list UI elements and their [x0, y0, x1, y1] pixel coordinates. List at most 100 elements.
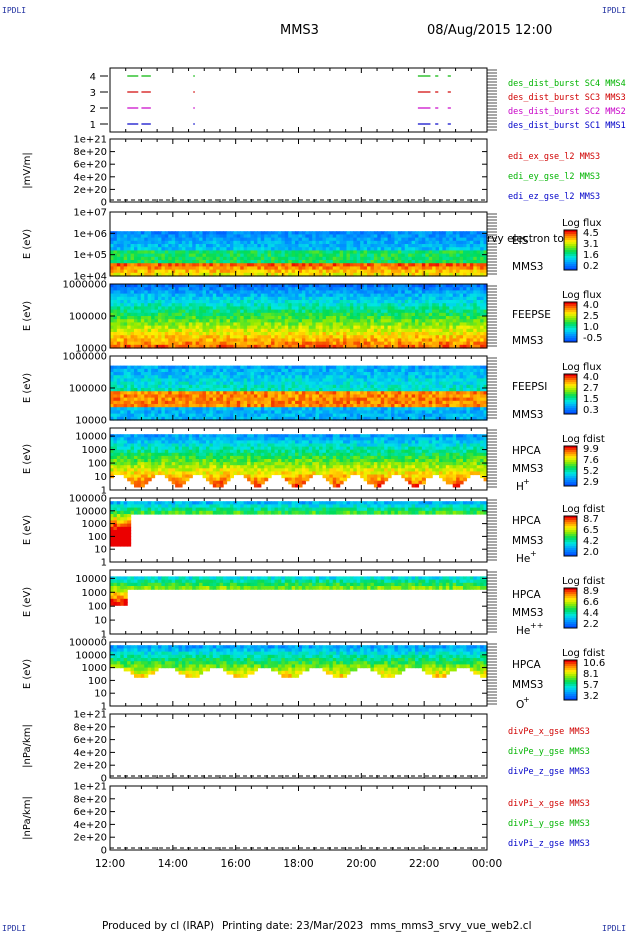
spectrogram-cell: [116, 266, 121, 271]
spectrogram-cell: [247, 260, 252, 264]
spectrogram-cell: [144, 247, 149, 251]
spectrogram-cell: [181, 338, 186, 343]
spectrogram-cell: [298, 306, 303, 311]
spectrogram-cell: [332, 272, 337, 277]
spectrogram-cell: [130, 410, 135, 415]
spectrogram-cell: [192, 244, 197, 248]
spectrogram-cell: [439, 231, 444, 235]
spectrogram-cell: [110, 332, 115, 336]
spectrogram-cell: [425, 338, 430, 343]
spectrogram-cell: [394, 344, 399, 349]
spectrogram-cell: [415, 344, 420, 349]
spectrogram-cell: [223, 300, 228, 304]
spectrogram-cell: [305, 237, 310, 242]
spectrogram-cell: [195, 266, 200, 271]
spectrogram-cell: [133, 344, 139, 349]
spectrogram-cell: [277, 316, 282, 320]
spectrogram-cell: [301, 263, 306, 267]
spectrogram-cell: [144, 335, 149, 339]
spectrogram-cell: [236, 368, 241, 373]
spectrogram-cell: [295, 338, 300, 343]
spectrogram-cell: [250, 322, 255, 327]
spectrogram-cell: [319, 287, 324, 291]
spectrogram-cell: [277, 244, 282, 248]
spectrogram-cell: [223, 368, 228, 373]
y-tick-label: 1e+21: [73, 710, 107, 721]
spectrogram-cell: [205, 312, 210, 317]
spectrogram-cell: [164, 332, 169, 336]
spectrogram-cell: [151, 237, 156, 242]
spectrogram-cell: [137, 391, 142, 395]
spectrogram-cell: [236, 381, 241, 386]
spectrogram-cell: [397, 250, 402, 255]
spectrogram-cell: [147, 293, 152, 298]
spectrogram-cell: [363, 300, 368, 304]
spectrogram-cell: [288, 309, 293, 314]
spectrogram-cell: [236, 372, 241, 376]
spectrogram-cell: [243, 378, 248, 383]
spectrogram-cell: [247, 391, 252, 395]
spectrogram-cell: [397, 335, 402, 339]
spectrogram-cell: [473, 269, 478, 274]
spectrogram-cell: [137, 263, 142, 267]
spectrogram-cell: [322, 306, 327, 311]
spectrogram-cell: [219, 253, 224, 258]
spectrogram-cell: [133, 303, 139, 307]
spectrogram-cell: [199, 234, 204, 239]
spectrogram-cell: [449, 231, 454, 235]
spectrogram-cell: [161, 368, 166, 373]
spectrogram-cell: [452, 332, 457, 336]
spectrogram-cell: [110, 269, 115, 274]
spectrogram-cell: [236, 325, 241, 330]
spectrogram-cell: [387, 287, 392, 291]
spectrogram-cell: [181, 293, 186, 298]
spectrogram-cell: [404, 306, 409, 311]
spectrogram-cell: [229, 250, 234, 255]
spectrogram-cell: [411, 244, 416, 248]
spectrogram-cell: [435, 284, 440, 288]
spectrogram-cell: [236, 328, 241, 333]
spectrogram-cell: [449, 303, 454, 307]
spectrogram-cell: [377, 328, 382, 333]
spectrogram-cell: [469, 269, 474, 274]
spectrogram-cell: [243, 338, 248, 343]
spectrogram-cell: [346, 260, 351, 264]
spectrogram-cell: [130, 296, 135, 301]
spectrogram-cell: [137, 287, 142, 291]
spectrogram-cell: [247, 407, 252, 411]
y-axis-label: |mV/m|: [22, 152, 33, 188]
spectrogram-cell: [236, 316, 241, 320]
spectrogram-cell: [281, 231, 286, 235]
spectrogram-cell: [322, 240, 327, 245]
spectrogram-cell: [384, 332, 389, 336]
spectrogram-cell: [466, 287, 471, 291]
spectrogram-cell: [281, 260, 286, 264]
spectrogram-cell: [346, 319, 351, 323]
spectrogram-cell: [363, 319, 368, 323]
spectrogram-cell: [442, 293, 447, 298]
spectrogram-cell: [401, 344, 406, 349]
spectrogram-cell: [209, 306, 214, 311]
spectrogram-cell: [421, 247, 426, 251]
spectrogram-cell: [281, 247, 286, 251]
spectrogram-cell: [216, 253, 221, 258]
spectrogram-cell: [192, 328, 197, 333]
spectrogram-cell: [216, 269, 221, 274]
spectrogram-cell: [301, 266, 306, 271]
spectrogram-cell: [415, 306, 420, 311]
spectrogram-cell: [116, 300, 121, 304]
spectrogram-cell: [130, 322, 135, 327]
spectrogram-cell: [144, 404, 149, 408]
spectrogram-cell: [469, 293, 474, 298]
spectrogram-cell: [147, 375, 152, 379]
spectrogram-cell: [301, 303, 306, 307]
spectrogram-cell: [137, 284, 142, 288]
spectrogram-cell: [164, 372, 169, 376]
spectrogram-cell: [288, 335, 293, 339]
spectrogram-cell: [418, 328, 423, 333]
spectrogram-cell: [435, 338, 440, 343]
spectrogram-cell: [188, 284, 193, 288]
spectrogram-cell: [284, 244, 289, 248]
spectrogram-cell: [298, 247, 303, 251]
spectrogram-cell: [305, 247, 310, 251]
